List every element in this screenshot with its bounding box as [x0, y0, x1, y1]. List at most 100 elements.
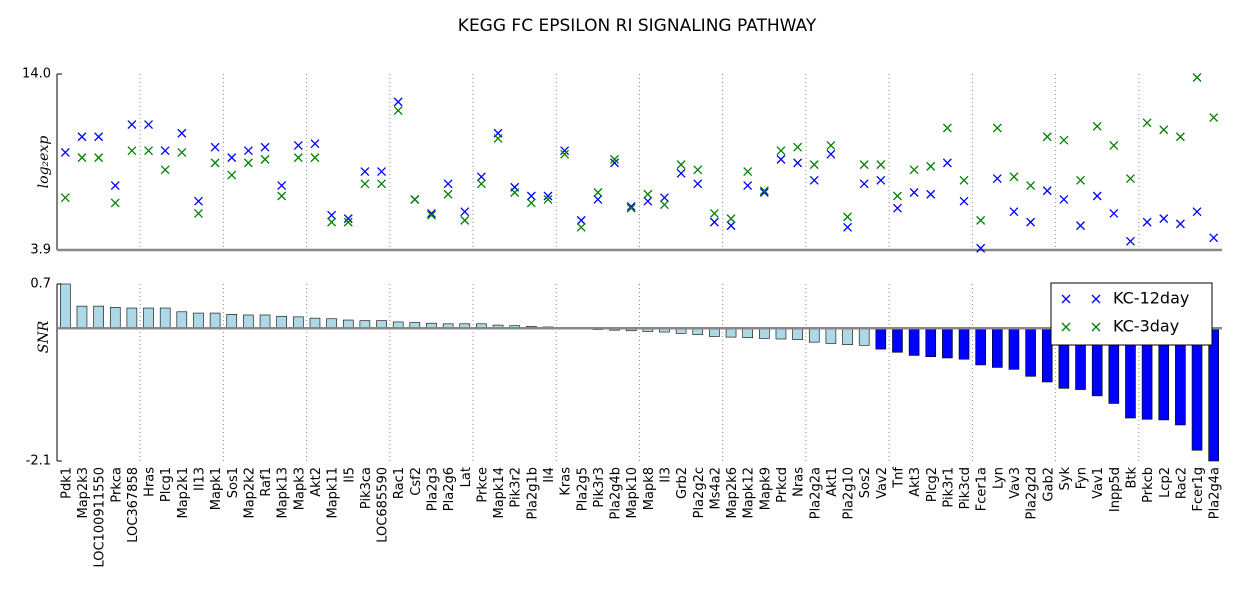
marker	[277, 191, 287, 201]
marker	[942, 158, 952, 168]
marker	[909, 188, 919, 197]
x-tick-label: Pla2g4b	[609, 467, 624, 519]
marker	[460, 215, 470, 225]
bar	[309, 317, 321, 329]
bar	[259, 314, 271, 329]
marker	[77, 132, 87, 142]
marker	[959, 175, 969, 185]
marker	[859, 160, 869, 170]
marker	[1192, 73, 1202, 82]
marker	[909, 165, 919, 175]
x-tick-label: Pla2g10	[842, 467, 857, 519]
marker	[460, 207, 470, 217]
marker	[593, 195, 603, 204]
marker	[593, 188, 603, 197]
x-tick-label: Map2k2	[242, 467, 257, 519]
y-tick-label: 0.7	[30, 277, 51, 292]
x-tick-label: Prkca	[109, 467, 124, 503]
marker	[976, 243, 986, 253]
x-tick-label: Rac2	[1174, 467, 1189, 499]
marker	[992, 174, 1002, 184]
x-tick-label: Pla2g4a	[1208, 467, 1223, 519]
marker	[1142, 217, 1152, 227]
bar	[725, 327, 737, 338]
bar	[942, 327, 953, 359]
marker	[1026, 217, 1036, 227]
x-tick-label: Mapk3	[292, 467, 307, 510]
bar	[209, 312, 221, 329]
bar	[742, 327, 753, 339]
marker	[793, 142, 803, 152]
x-tick-label: Lat	[459, 467, 474, 487]
marker	[626, 201, 636, 211]
marker	[1209, 233, 1219, 243]
marker	[709, 217, 719, 227]
marker	[293, 140, 303, 150]
bar	[958, 327, 970, 360]
x-tick-label: Lyn	[991, 467, 1006, 489]
x-tick-label: Prkcb	[1141, 467, 1156, 503]
bar	[76, 305, 88, 329]
marker	[60, 193, 70, 203]
marker	[726, 214, 736, 224]
x-tick-label: Fyn	[1075, 467, 1090, 489]
x-tick-label: Pla2g1b	[525, 467, 540, 519]
marker	[859, 179, 869, 189]
marker	[526, 191, 536, 201]
marker	[693, 179, 703, 189]
x-tick-label: Map2k6	[725, 467, 740, 519]
x-tick-label: Pik3r2	[509, 467, 524, 508]
marker	[94, 132, 104, 142]
bar	[1208, 327, 1219, 462]
marker	[610, 158, 619, 168]
marker	[942, 123, 952, 133]
marker	[1109, 140, 1119, 150]
marker	[560, 146, 570, 156]
marker	[310, 139, 320, 149]
marker	[743, 167, 753, 177]
bar	[226, 314, 238, 329]
bar	[775, 327, 787, 340]
marker	[194, 208, 203, 218]
x-tick-label: Vav3	[1008, 467, 1023, 499]
chart-title: KEGG FC EPSILON RI SIGNALING PATHWAY	[458, 16, 817, 36]
marker	[260, 142, 270, 152]
marker	[976, 215, 986, 225]
bar	[109, 307, 121, 329]
y-tick-label: -2.1	[26, 454, 51, 469]
marker	[160, 165, 170, 175]
marker	[893, 191, 902, 201]
bar	[908, 327, 920, 356]
legend-marker	[1091, 294, 1101, 304]
marker	[809, 160, 819, 170]
marker	[260, 154, 270, 164]
x-tick-label: LOC100911550	[93, 467, 108, 568]
x-tick-label: Sos2	[858, 467, 873, 498]
y-axis-label: log₂exp	[36, 136, 52, 189]
bar	[1191, 327, 1203, 451]
marker	[227, 170, 237, 180]
bar	[858, 327, 870, 346]
marker	[377, 167, 386, 177]
marker	[160, 146, 170, 156]
marker	[1092, 191, 1102, 201]
marker	[1159, 125, 1169, 135]
marker	[876, 175, 886, 185]
marker	[560, 149, 570, 159]
marker	[427, 208, 436, 218]
marker	[277, 181, 287, 190]
marker	[77, 153, 87, 163]
x-tick-label: Il4	[542, 467, 557, 483]
marker	[992, 123, 1002, 133]
marker	[210, 142, 220, 152]
x-tick-label: Fcer1g	[1191, 467, 1206, 512]
marker	[843, 222, 852, 232]
x-tick-label: Nras	[792, 467, 807, 497]
y-tick-label: 3.9	[30, 243, 51, 258]
marker	[493, 134, 503, 143]
marker	[1026, 181, 1036, 190]
bar	[1025, 327, 1036, 377]
marker	[1076, 221, 1085, 231]
marker	[343, 217, 353, 227]
bar	[975, 327, 986, 366]
